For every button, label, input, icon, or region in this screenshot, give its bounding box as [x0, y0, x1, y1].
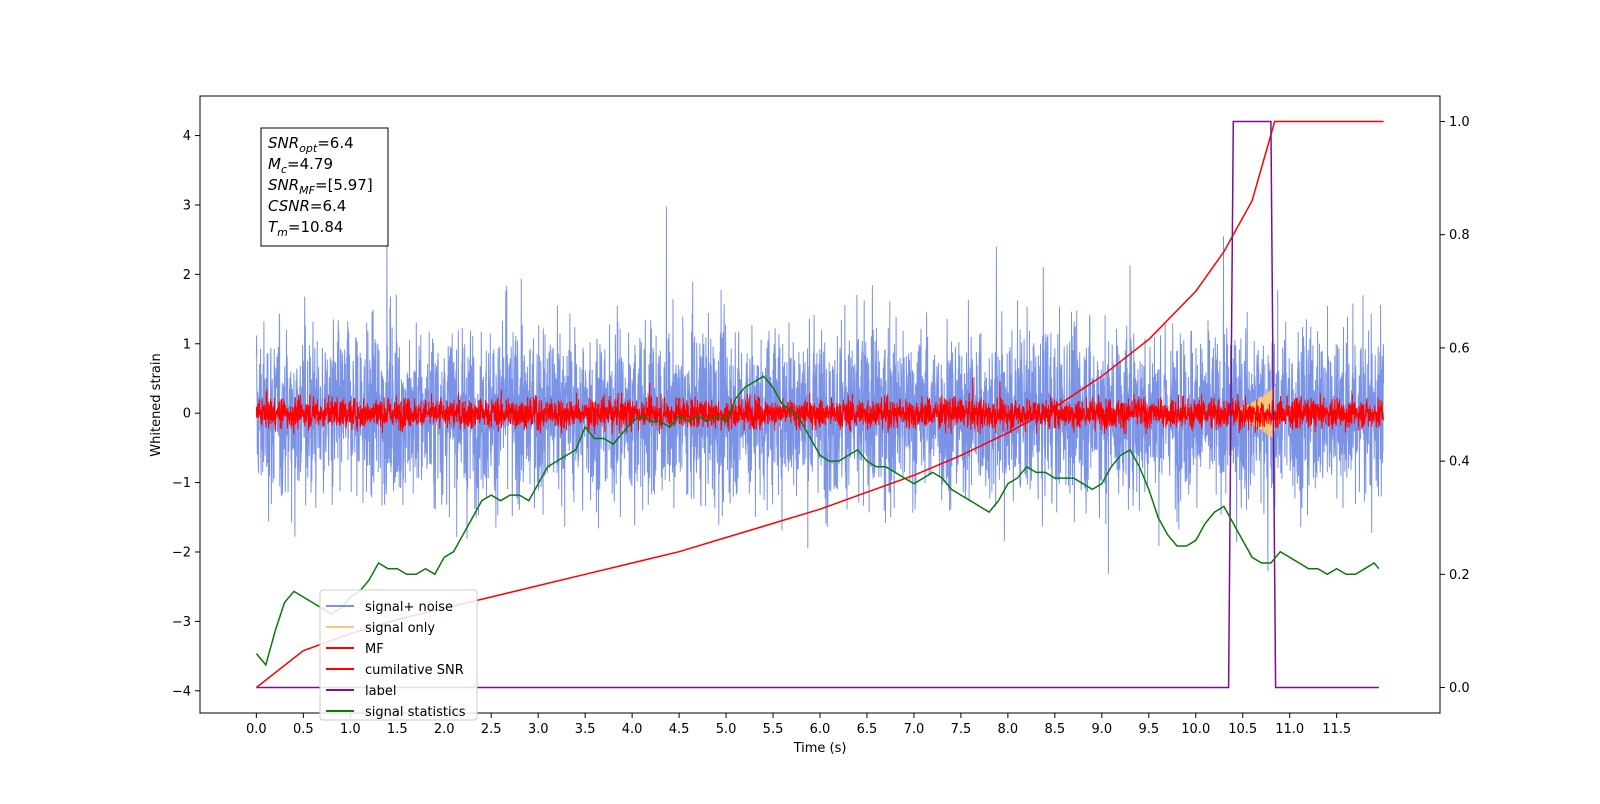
x-tick-label: 3.5	[575, 722, 596, 737]
legend-label: MF	[365, 642, 384, 657]
y-tick-label: −2	[172, 545, 191, 560]
x-axis-title: Time (s)	[793, 741, 847, 756]
stats-box-line: SNRopt=6.4	[268, 134, 354, 155]
stats-box-line: Tm=10.84	[268, 218, 343, 239]
x-tick-label: 5.5	[763, 722, 784, 737]
x-tick-label: 4.0	[622, 722, 643, 737]
legend-label: label	[365, 684, 396, 699]
legend-label: signal+ noise	[365, 600, 453, 615]
y-tick-label: 1	[183, 337, 191, 352]
legend-label: cumilative SNR	[365, 663, 464, 678]
x-tick-label: 10.0	[1181, 722, 1210, 737]
y2-tick-label: 0.6	[1449, 341, 1470, 356]
x-tick-label: 2.0	[434, 722, 455, 737]
x-axis: 0.0 0.5 1.0 1.5 2.0 2.5 3.0 3.5 4.0 4.5 5.0 5.5 6.0 6…	[246, 713, 1351, 737]
y-tick-label: 3	[183, 198, 191, 213]
x-tick-label: 5.0	[716, 722, 737, 737]
legend-label: signal statistics	[365, 705, 466, 720]
x-tick-label: 8.5	[1045, 722, 1066, 737]
legend-frame	[319, 589, 478, 721]
stats-box-frame	[260, 127, 389, 247]
x-tick-label: 9.5	[1138, 722, 1159, 737]
legend: signal+ noise signal only MF cumilative SNR…	[319, 589, 478, 721]
y2-tick-label: 0.0	[1449, 681, 1470, 696]
x-tick-label: 0.0	[246, 722, 267, 737]
x-tick-label: 4.5	[669, 722, 690, 737]
y-tick-label: −3	[172, 615, 191, 630]
x-tick-label: 7.5	[951, 722, 972, 737]
stats-box-line: SNRMF=[5.97]	[268, 176, 373, 197]
y-axis-right: 1.0 0.8 0.6 0.4 0.2 0.0	[1440, 115, 1470, 696]
y2-tick-label: 0.4	[1449, 455, 1470, 470]
x-tick-label: 3.0	[528, 722, 549, 737]
x-tick-label: 11.5	[1322, 722, 1351, 737]
x-tick-label: 1.0	[340, 722, 361, 737]
y-axis-left: 4 3 2 1 0 −1 −2 −3 −4	[172, 129, 200, 699]
stats-box-line: Mc=4.79	[268, 155, 333, 176]
series-label	[256, 120, 1379, 689]
x-tick-label: 6.0	[810, 722, 831, 737]
x-tick-label: 7.0	[904, 722, 925, 737]
x-tick-label: 8.0	[998, 722, 1019, 737]
y-axis-title: Whitened strain	[149, 353, 164, 456]
x-tick-label: 1.5	[387, 722, 408, 737]
x-tick-label: 11.0	[1275, 722, 1304, 737]
y-tick-label: 4	[183, 129, 191, 144]
y2-tick-label: 0.8	[1449, 228, 1470, 243]
y-tick-label: 2	[183, 268, 191, 283]
series-mf	[255, 377, 1385, 435]
x-tick-label: 0.5	[293, 722, 314, 737]
x-tick-label: 6.5	[857, 722, 878, 737]
y2-tick-label: 1.0	[1449, 115, 1470, 130]
x-tick-label: 2.5	[481, 722, 502, 737]
legend-label: signal only	[365, 621, 435, 636]
y-tick-label: −1	[172, 476, 191, 491]
x-tick-label: 9.0	[1091, 722, 1112, 737]
y-tick-label: 0	[183, 407, 191, 422]
stats-box-line: CSNR=6.4	[268, 197, 346, 215]
series-signal-statistics	[255, 375, 1380, 667]
x-tick-label: 10.5	[1228, 722, 1257, 737]
y2-tick-label: 0.2	[1449, 568, 1470, 583]
y-tick-label: −4	[172, 684, 191, 699]
